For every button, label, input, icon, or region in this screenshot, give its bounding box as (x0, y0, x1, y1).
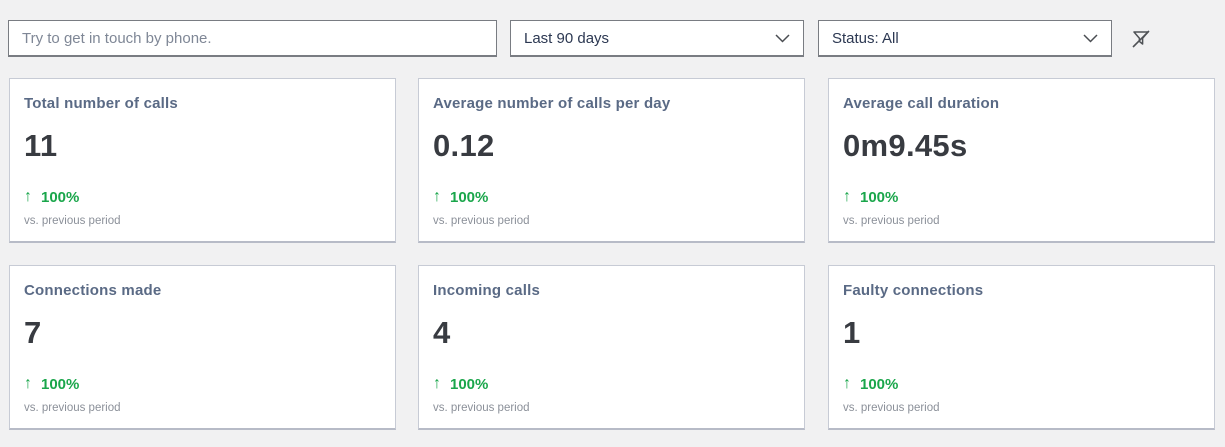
card-value: 11 (24, 128, 58, 163)
stat-card-incoming-calls: Incoming calls 4 ↑ 100% vs. previous per… (418, 265, 805, 430)
card-value: 4 (433, 315, 451, 350)
comparison-label: vs. previous period (24, 215, 121, 227)
comparison-label: vs. previous period (843, 215, 940, 227)
card-title: Incoming calls (433, 282, 540, 299)
card-value: 1 (843, 315, 861, 350)
trend-row: ↑ 100% (843, 375, 1200, 393)
trend-up-arrow-icon: ↑ (24, 188, 32, 205)
trend-row: ↑ 100% (24, 188, 381, 206)
card-value: 7 (24, 315, 42, 350)
trend-percent: 100% (450, 375, 489, 393)
card-title: Average call duration (843, 95, 1000, 112)
trend-percent: 100% (450, 188, 489, 206)
status-selected-value: Status: All (832, 29, 899, 47)
chevron-down-icon (775, 33, 790, 43)
stat-card-avg-calls-per-day: Average number of calls per day 0.12 ↑ 1… (418, 78, 805, 243)
trend-up-arrow-icon: ↑ (843, 375, 851, 392)
card-title: Average number of calls per day (433, 95, 671, 112)
card-value: 0.12 (433, 128, 495, 163)
comparison-label: vs. previous period (433, 215, 530, 227)
trend-up-arrow-icon: ↑ (433, 375, 441, 392)
search-input[interactable] (8, 20, 497, 57)
stat-card-total-calls: Total number of calls 11 ↑ 100% vs. prev… (9, 78, 396, 243)
trend-percent: 100% (860, 375, 899, 393)
comparison-label: vs. previous period (24, 402, 121, 414)
status-dropdown[interactable]: Status: All (818, 20, 1112, 57)
trend-percent: 100% (41, 375, 80, 393)
stat-card-connections-made: Connections made 7 ↑ 100% vs. previous p… (9, 265, 396, 430)
card-value: 0m9.45s (843, 128, 968, 163)
stat-card-avg-call-duration: Average call duration 0m9.45s ↑ 100% vs.… (828, 78, 1215, 243)
trend-up-arrow-icon: ↑ (843, 188, 851, 205)
trend-up-arrow-icon: ↑ (433, 188, 441, 205)
clear-filter-button[interactable] (1126, 25, 1156, 53)
card-title: Faulty connections (843, 282, 984, 299)
trend-row: ↑ 100% (433, 188, 790, 206)
trend-up-arrow-icon: ↑ (24, 375, 32, 392)
trend-row: ↑ 100% (433, 375, 790, 393)
clear-filter-icon (1130, 28, 1152, 50)
date-range-selected-value: Last 90 days (524, 29, 610, 47)
chevron-down-icon (1083, 33, 1098, 43)
trend-row: ↑ 100% (24, 375, 381, 393)
card-title: Total number of calls (24, 95, 178, 112)
card-title: Connections made (24, 282, 162, 299)
trend-row: ↑ 100% (843, 188, 1200, 206)
trend-percent: 100% (41, 188, 80, 206)
comparison-label: vs. previous period (433, 402, 530, 414)
date-range-dropdown[interactable]: Last 90 days (510, 20, 804, 57)
trend-percent: 100% (860, 188, 899, 206)
stat-card-faulty-connections: Faulty connections 1 ↑ 100% vs. previous… (828, 265, 1215, 430)
comparison-label: vs. previous period (843, 402, 940, 414)
